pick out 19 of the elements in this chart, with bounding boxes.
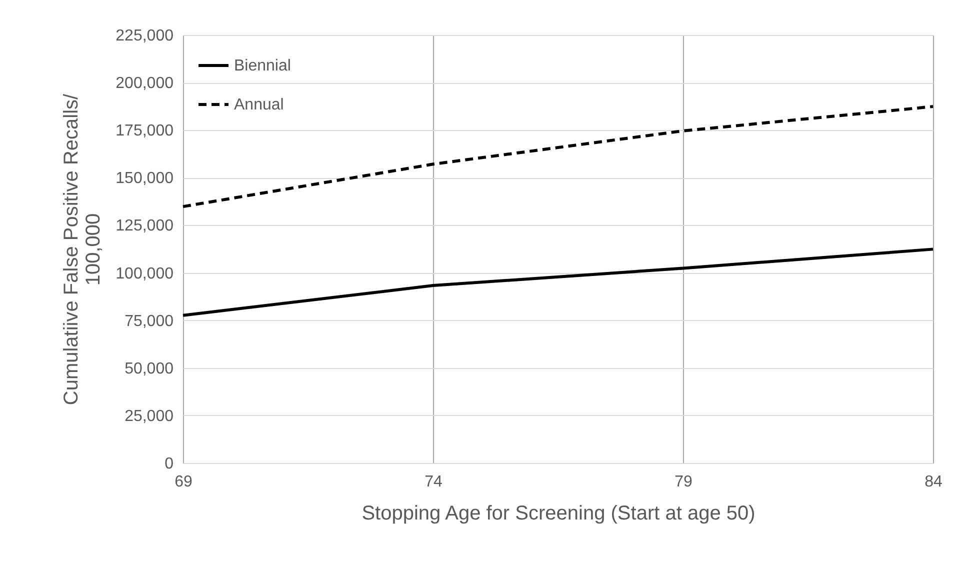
legend-label: Annual <box>234 96 284 114</box>
y-tick-label: 125,000 <box>116 218 174 235</box>
x-tick-label: 74 <box>424 474 442 490</box>
x-tick-label: 69 <box>174 474 192 490</box>
y-axis-title: Cumulatiive False Positive Recalls/ 100,000 <box>60 93 105 406</box>
y-tick-label: 100,000 <box>116 265 174 282</box>
y-tick-label: 175,000 <box>116 122 174 140</box>
y-tick-label: 25,000 <box>124 408 174 425</box>
y-tick-label: 150,000 <box>116 170 174 188</box>
x-axis-title: Stopping Age for Screening (Start at age 50) <box>362 502 756 524</box>
legend-label: Biennial <box>234 58 291 74</box>
x-tick-label: 79 <box>674 474 692 490</box>
y-tick-label: 225,000 <box>116 28 174 44</box>
line-series <box>182 248 934 317</box>
y-tick-label: 50,000 <box>124 360 174 378</box>
y-tick-label: 200,000 <box>116 75 174 92</box>
y-tick-label: 75,000 <box>124 312 174 330</box>
y-tick-label: 0 <box>164 456 174 472</box>
x-tick-label: 84 <box>924 474 942 490</box>
